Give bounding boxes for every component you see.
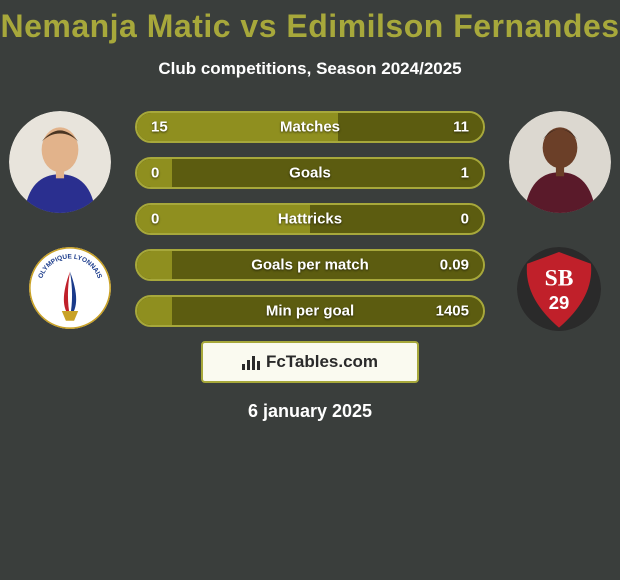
- svg-text:29: 29: [549, 292, 570, 313]
- bar-value-right: 0: [461, 211, 469, 228]
- bar-value-left: 15: [151, 119, 168, 136]
- subtitle: Club competitions, Season 2024/2025: [0, 59, 620, 79]
- brand-chart-icon: [242, 354, 262, 370]
- bar-value-left: 0: [151, 211, 159, 228]
- bar-value-right: 0.09: [440, 257, 469, 274]
- bar-value-right: 1405: [436, 303, 469, 320]
- stat-row: 0 0 Hattricks: [135, 203, 485, 235]
- brand-badge: FcTables.com: [201, 341, 419, 383]
- comparison-card: Nemanja Matic vs Edimilson Fernandes Clu…: [0, 0, 620, 580]
- bar-label: Goals per match: [251, 257, 369, 274]
- stat-bars: 15 11 Matches 0 1 Goals 0 0 Hattricks 0.09 Goals p…: [135, 111, 485, 327]
- bar-fill-left: [137, 251, 172, 279]
- page-title: Nemanja Matic vs Edimilson Fernandes: [0, 0, 620, 45]
- svg-text:SB: SB: [545, 266, 574, 292]
- bar-value-right: 1: [461, 165, 469, 182]
- date-text: 6 january 2025: [0, 401, 620, 422]
- player-left-avatar: [9, 111, 111, 213]
- club-right-crest: SB 29: [517, 247, 601, 331]
- bar-fill-left: [137, 297, 172, 325]
- player-right-avatar: [509, 111, 611, 213]
- bar-label: Min per goal: [266, 303, 354, 320]
- club-left-crest: OLYMPIQUE LYONNAIS: [29, 247, 111, 329]
- stat-row: 15 11 Matches: [135, 111, 485, 143]
- bar-label: Matches: [280, 119, 340, 136]
- bar-value-left: 0: [151, 165, 159, 182]
- content-area: OLYMPIQUE LYONNAIS SB 29 15 11 Matches 0 1 Go…: [0, 111, 620, 422]
- bar-label: Hattricks: [278, 211, 342, 228]
- stat-row: 0 1 Goals: [135, 157, 485, 189]
- bar-label: Goals: [289, 165, 331, 182]
- stat-row: 1405 Min per goal: [135, 295, 485, 327]
- brand-text: FcTables.com: [266, 352, 378, 372]
- stat-row: 0.09 Goals per match: [135, 249, 485, 281]
- bar-value-right: 11: [453, 119, 469, 136]
